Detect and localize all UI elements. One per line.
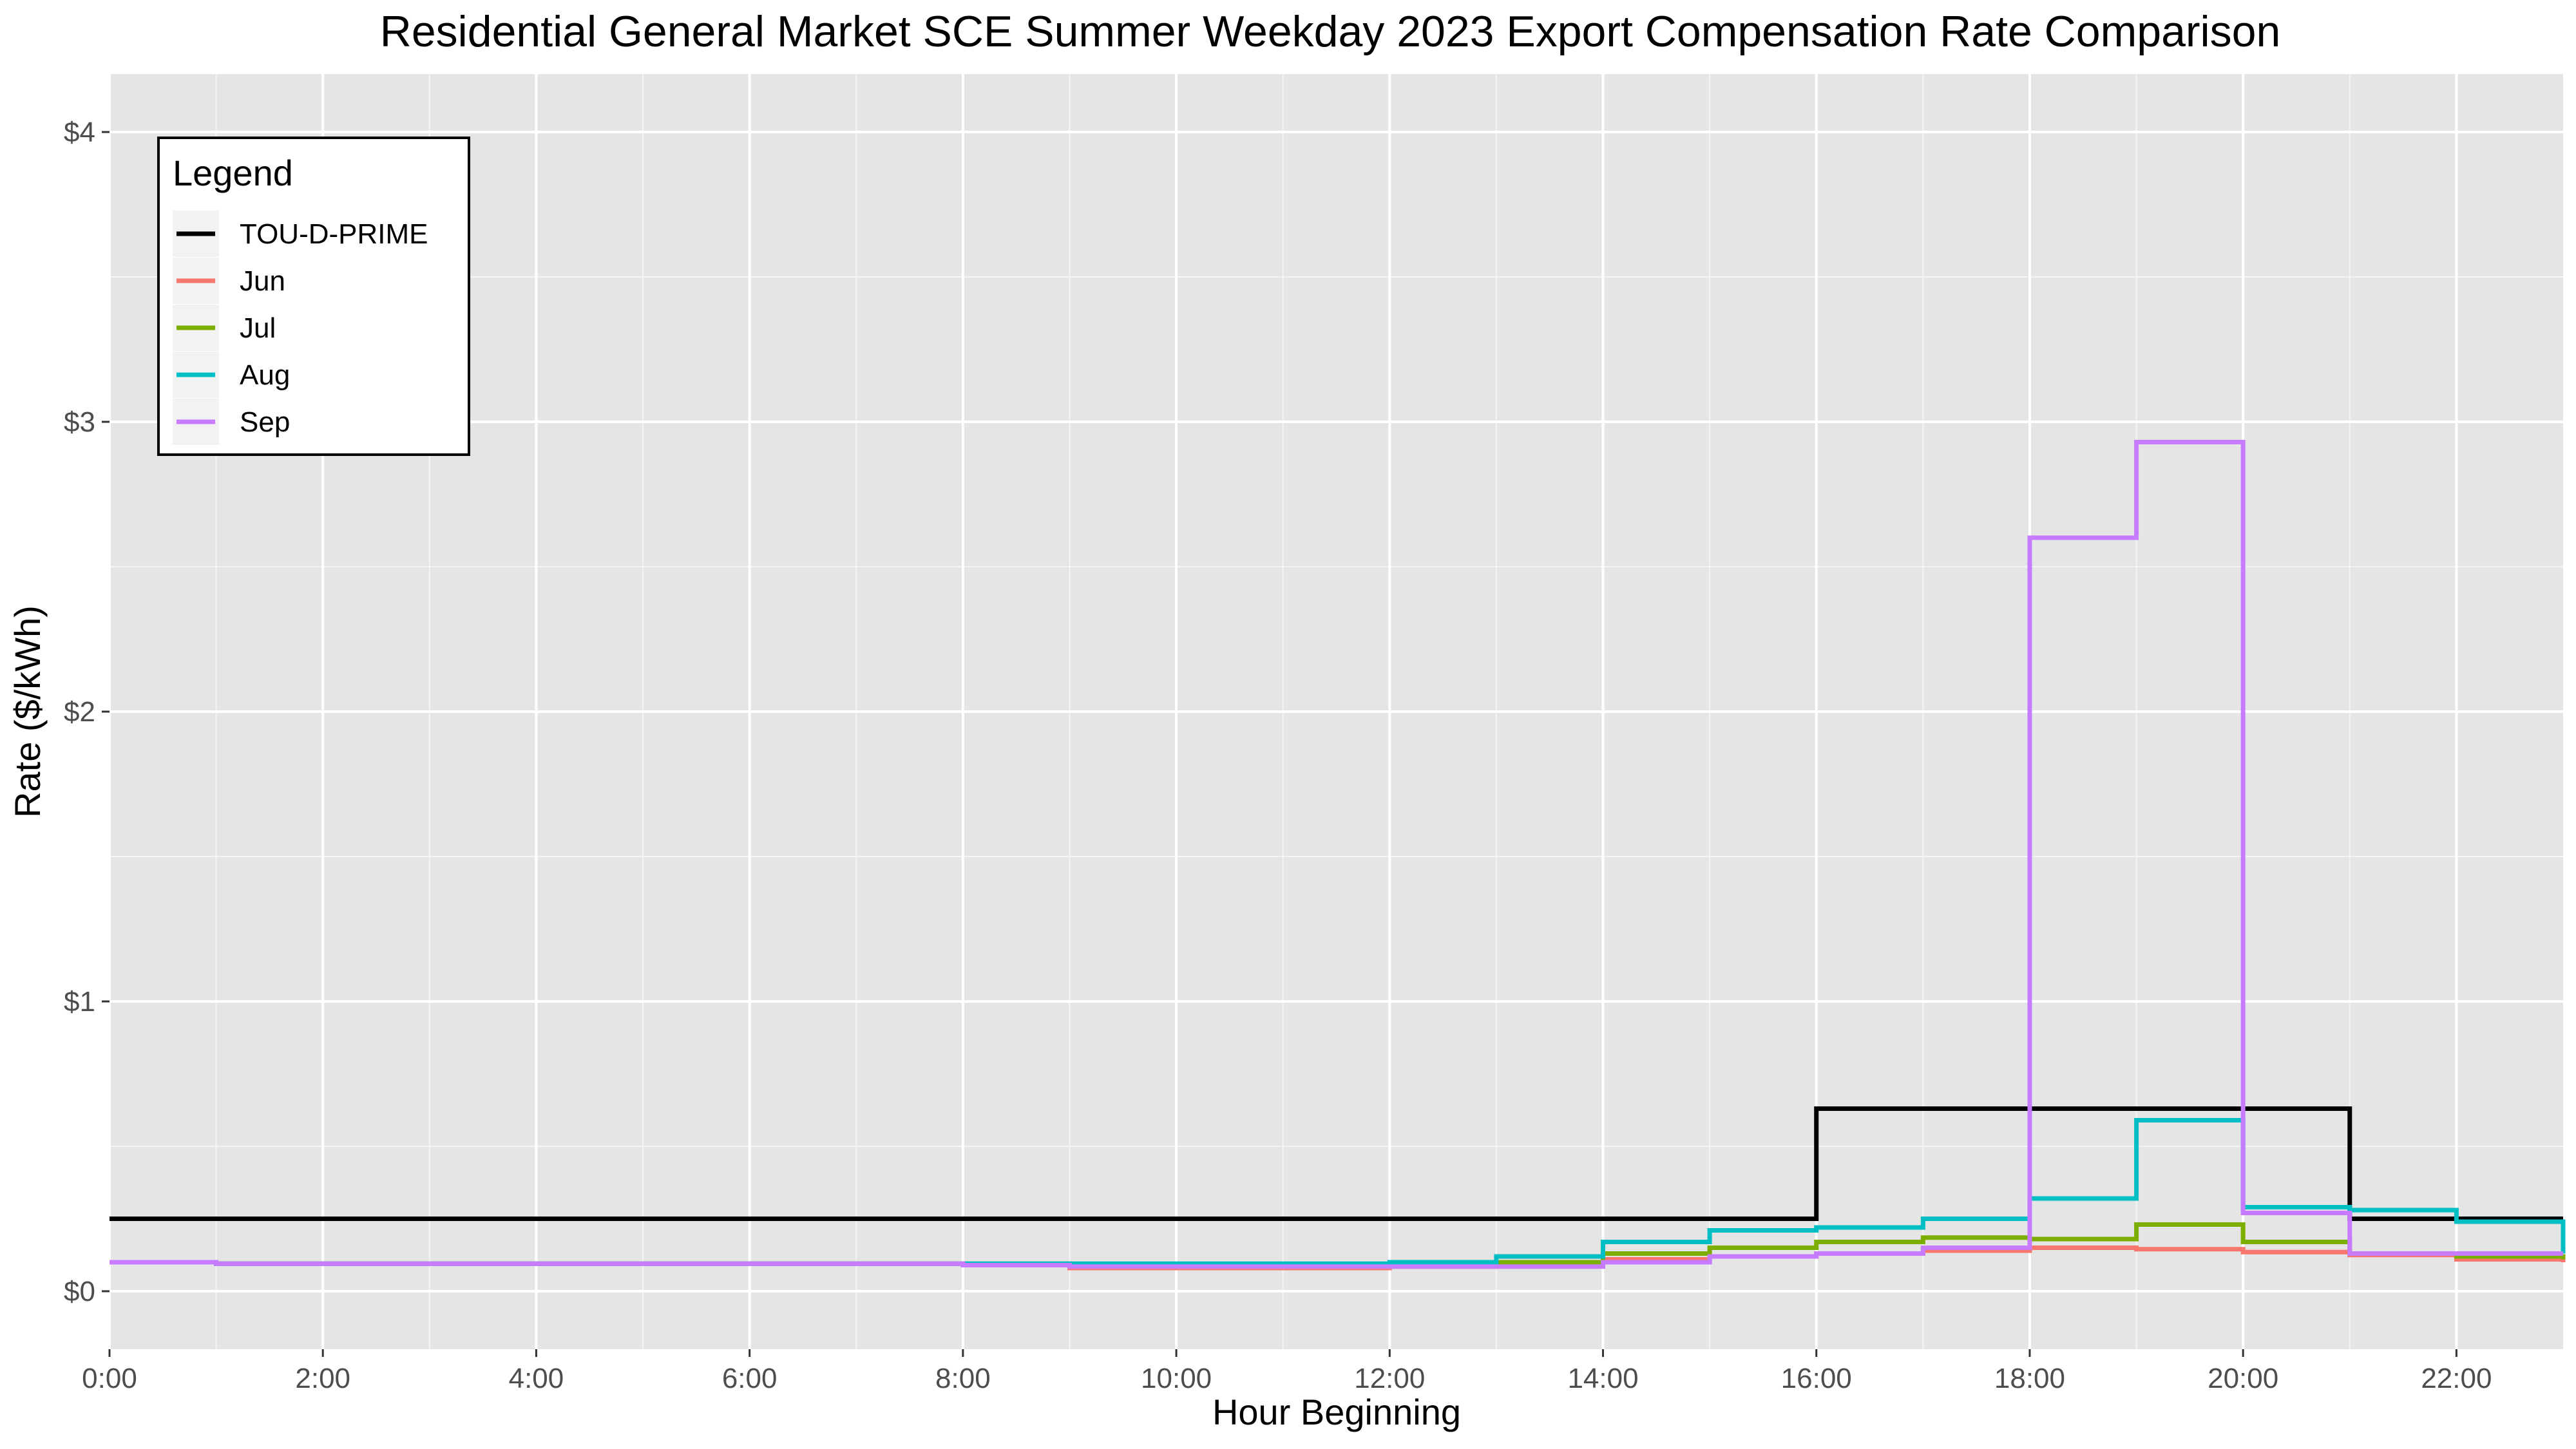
x-tick-label: 16:00 bbox=[1781, 1363, 1852, 1394]
x-tick-label: 14:00 bbox=[1567, 1363, 1638, 1394]
series-line-tou-d-prime bbox=[110, 1106, 2563, 1221]
x-tick-label: 6:00 bbox=[722, 1363, 778, 1394]
x-axis: 0:00 2:00 4:00 6:00 8:00 10:00 12:00 14:00 16:00… bbox=[82, 1349, 2492, 1394]
legend-label-sep: Sep bbox=[240, 406, 290, 438]
legend-label-jul: Jul bbox=[240, 312, 276, 344]
legend: Legend TOU-D-PRIME Jun Jul Aug Sep bbox=[157, 137, 470, 456]
chart-title: Residential General Market SCE Summer We… bbox=[380, 7, 2281, 56]
x-tick-label: 22:00 bbox=[2421, 1363, 2492, 1394]
y-tick-label: $3 bbox=[64, 406, 95, 438]
y-axis-title: Rate ($/kWh) bbox=[7, 605, 48, 818]
legend-label-jun: Jun bbox=[240, 265, 285, 297]
x-tick-label: 12:00 bbox=[1354, 1363, 1425, 1394]
legend-label-tou-d-prime: TOU-D-PRIME bbox=[240, 218, 428, 250]
legend-label-aug: Aug bbox=[240, 359, 290, 391]
x-axis-title: Hour Beginning bbox=[1212, 1392, 1461, 1432]
legend-title: Legend bbox=[173, 153, 293, 193]
x-tick-label: 8:00 bbox=[935, 1363, 991, 1394]
y-axis: $0 $1 $2 $3 $4 bbox=[64, 117, 110, 1307]
series-line-sep bbox=[110, 440, 2563, 1269]
x-tick-label: 4:00 bbox=[509, 1363, 564, 1394]
y-tick-label: $1 bbox=[64, 986, 95, 1018]
y-tick-label: $2 bbox=[64, 696, 95, 728]
x-tick-label: 0:00 bbox=[82, 1363, 137, 1394]
x-tick-label: 18:00 bbox=[1994, 1363, 2065, 1394]
series-lines bbox=[110, 440, 2566, 1271]
legend-items: TOU-D-PRIME Jun Jul Aug Sep bbox=[173, 211, 428, 445]
x-tick-label: 2:00 bbox=[295, 1363, 350, 1394]
y-tick-label: $0 bbox=[64, 1276, 95, 1307]
x-tick-label: 20:00 bbox=[2208, 1363, 2278, 1394]
y-tick-label: $4 bbox=[64, 117, 95, 148]
x-tick-label: 10:00 bbox=[1141, 1363, 1212, 1394]
